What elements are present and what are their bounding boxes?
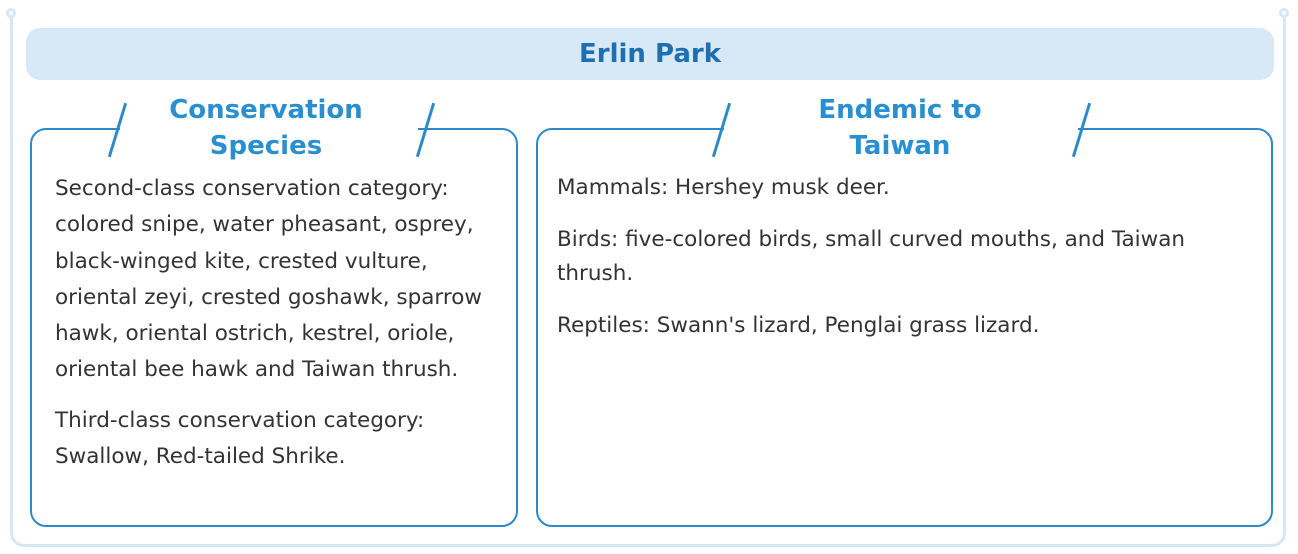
page-title: Erlin Park [579,39,721,69]
title-banner: Erlin Park [26,28,1274,80]
conservation-species-heading: Conservation Species [169,95,363,161]
heading-gap [120,122,418,134]
endemic-text: Mammals: Hershey musk deer. Birds: five-… [557,171,1257,361]
second-class-paragraph: Second-class conservation category: colo… [55,176,482,383]
third-class-paragraph: Third-class conservation category: Swall… [55,407,425,470]
mammals-paragraph: Mammals: Hershey musk deer. [557,175,890,200]
conservation-species-panel [30,128,518,527]
outer-frame [10,12,1286,547]
conservation-species-text: Second-class conservation category: colo… [55,171,495,489]
birds-paragraph: Birds: five-colored birds, small curved … [557,227,1186,286]
frame-corner-dot-left [6,8,16,18]
heading-gap [724,122,1078,134]
frame-corner-dot-right [1279,8,1289,18]
endemic-heading: Endemic to Taiwan [818,95,982,161]
reptiles-paragraph: Reptiles: Swann's lizard, Penglai grass … [557,313,1040,338]
